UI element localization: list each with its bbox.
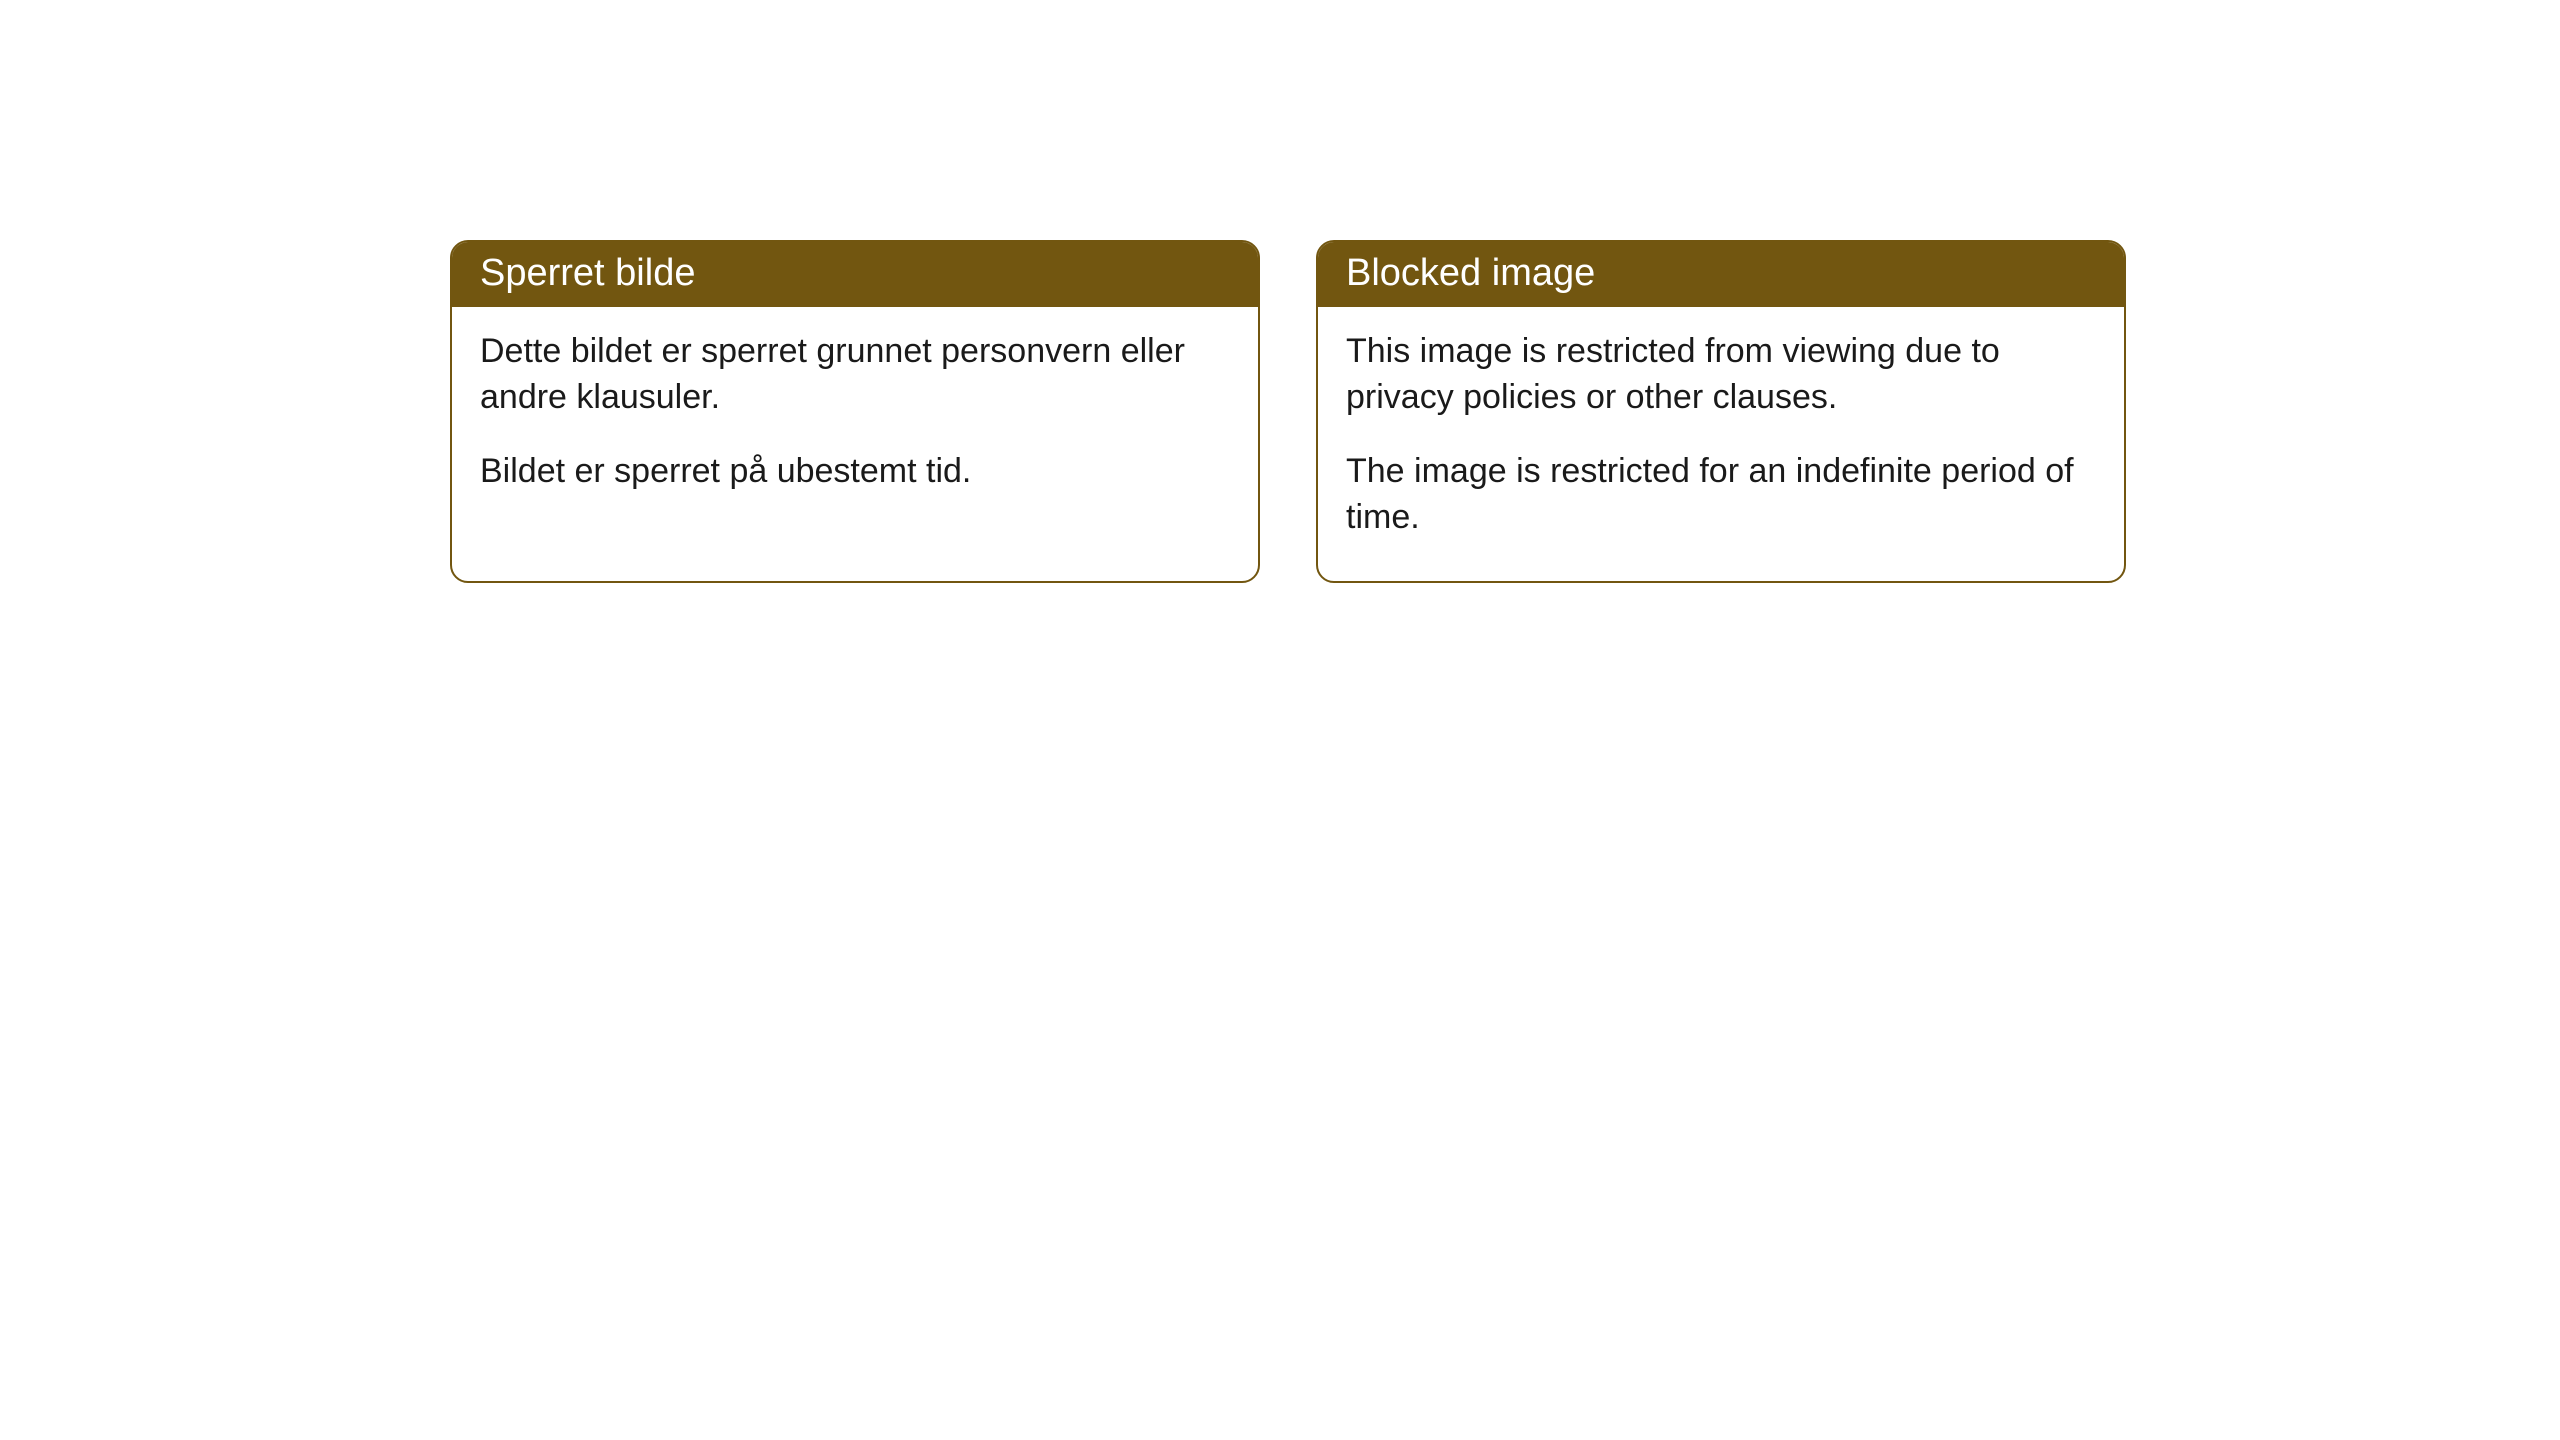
card-title: Sperret bilde [480, 252, 695, 294]
card-paragraph-1: This image is restricted from viewing du… [1346, 329, 2096, 421]
card-paragraph-1: Dette bildet er sperret grunnet personve… [480, 329, 1230, 421]
cards-container: Sperret bilde Dette bildet er sperret gr… [0, 0, 2560, 583]
card-header-english: Blocked image [1318, 242, 2124, 307]
card-paragraph-2: Bildet er sperret på ubestemt tid. [480, 449, 1230, 495]
card-title: Blocked image [1346, 252, 1595, 294]
card-paragraph-2: The image is restricted for an indefinit… [1346, 449, 2096, 541]
card-header-norwegian: Sperret bilde [452, 242, 1258, 307]
card-body-norwegian: Dette bildet er sperret grunnet personve… [452, 307, 1258, 535]
card-body-english: This image is restricted from viewing du… [1318, 307, 2124, 581]
blocked-image-card-english: Blocked image This image is restricted f… [1316, 240, 2126, 583]
blocked-image-card-norwegian: Sperret bilde Dette bildet er sperret gr… [450, 240, 1260, 583]
